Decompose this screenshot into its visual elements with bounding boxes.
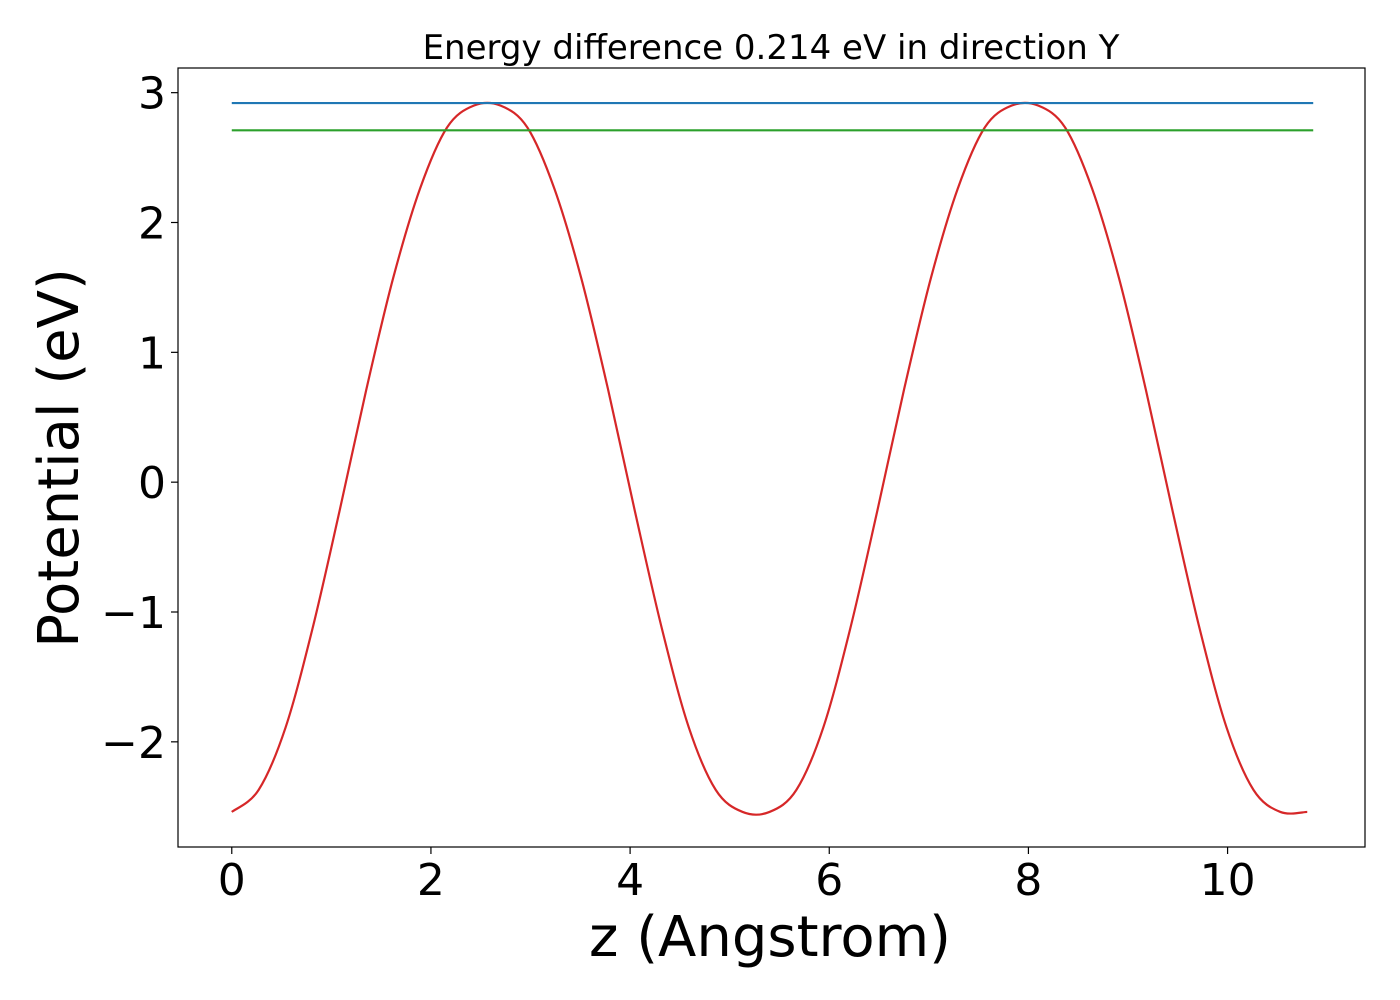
y-axis-ticks: −2 −1 0 1 2 3 (101, 69, 178, 769)
y-tick-label: −1 (101, 588, 166, 639)
x-tick-label: 4 (616, 855, 644, 906)
x-tick-label: 6 (815, 855, 843, 906)
chart-title: Energy difference 0.214 eV in direction … (423, 28, 1120, 68)
x-tick-label: 2 (417, 855, 445, 906)
y-tick-label: 1 (138, 328, 166, 379)
y-tick-label: 2 (138, 199, 166, 250)
y-tick-label: −2 (101, 718, 166, 769)
x-tick-label: 8 (1014, 855, 1042, 906)
y-axis-label: Potential (eV) (27, 268, 92, 648)
y-tick-label: 0 (138, 458, 166, 509)
x-tick-label: 10 (1200, 855, 1256, 906)
series-layer (231, 101, 1314, 816)
x-axis-label: z (Angstrom) (589, 905, 951, 970)
y-tick-label: 3 (138, 69, 166, 120)
x-axis-ticks: 0 2 4 6 8 10 (218, 847, 1256, 906)
potential-curve-line (231, 101, 1308, 816)
x-tick-label: 0 (218, 855, 246, 906)
plot-area-frame (177, 67, 1366, 848)
